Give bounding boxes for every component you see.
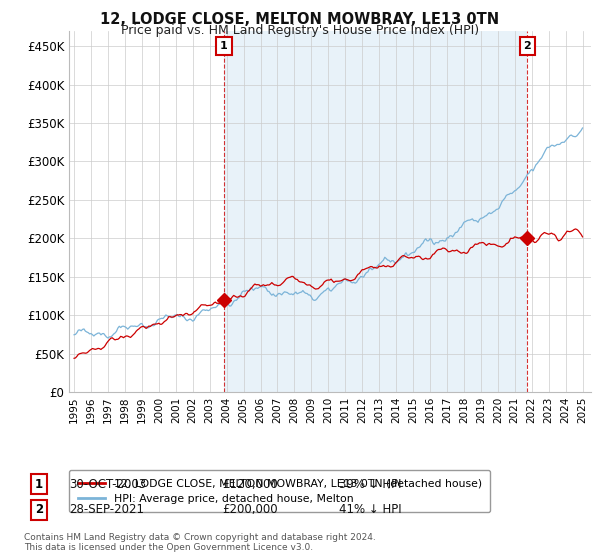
Text: 1: 1 [220, 41, 227, 51]
Text: 2: 2 [35, 503, 43, 516]
Text: 28-SEP-2021: 28-SEP-2021 [69, 503, 144, 516]
Text: 2: 2 [524, 41, 532, 51]
Text: 12, LODGE CLOSE, MELTON MOWBRAY, LE13 0TN: 12, LODGE CLOSE, MELTON MOWBRAY, LE13 0T… [100, 12, 500, 27]
Text: Price paid vs. HM Land Registry's House Price Index (HPI): Price paid vs. HM Land Registry's House … [121, 24, 479, 37]
Text: £200,000: £200,000 [222, 503, 278, 516]
Text: £120,000: £120,000 [222, 478, 278, 491]
Text: 41% ↓ HPI: 41% ↓ HPI [339, 503, 401, 516]
Legend: 12, LODGE CLOSE, MELTON MOWBRAY, LE13 0TN (detached house), HPI: Average price, : 12, LODGE CLOSE, MELTON MOWBRAY, LE13 0T… [69, 470, 490, 512]
Text: This data is licensed under the Open Government Licence v3.0.: This data is licensed under the Open Gov… [24, 543, 313, 552]
Text: 1: 1 [35, 478, 43, 491]
Text: 30-OCT-2003: 30-OCT-2003 [69, 478, 146, 491]
Text: Contains HM Land Registry data © Crown copyright and database right 2024.: Contains HM Land Registry data © Crown c… [24, 533, 376, 542]
Bar [224, 31, 527, 392]
Text: 39% ↓ HPI: 39% ↓ HPI [339, 478, 401, 491]
